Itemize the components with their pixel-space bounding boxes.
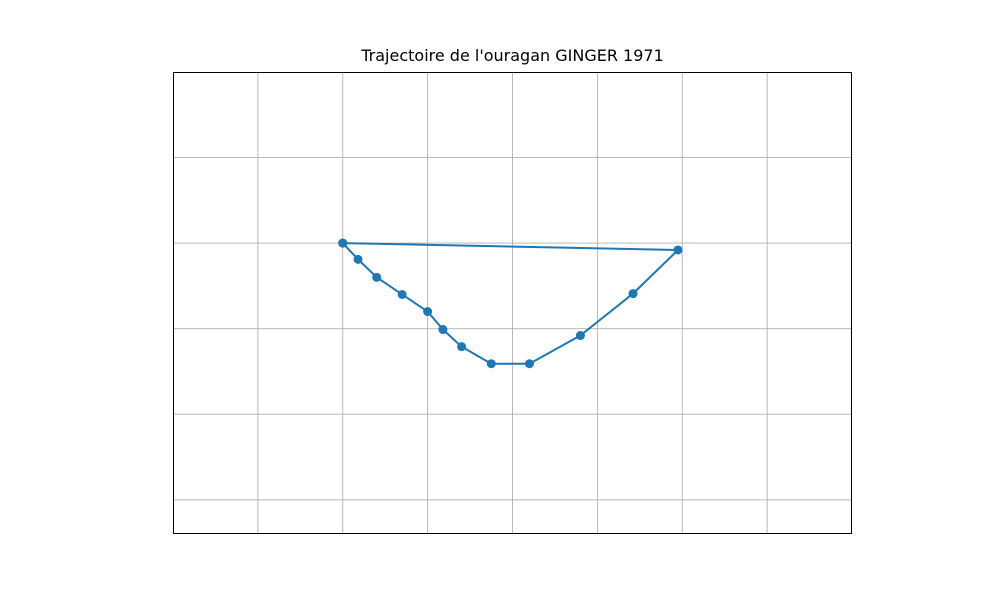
trajectory-point xyxy=(338,238,348,248)
trajectory-series xyxy=(338,238,683,369)
trajectory-point xyxy=(397,289,407,299)
trajectory-point xyxy=(575,331,585,341)
trajectory-point xyxy=(353,254,363,264)
grid-lines xyxy=(173,72,852,534)
trajectory-point xyxy=(457,342,467,352)
axes-frame xyxy=(173,72,852,534)
trajectory-point xyxy=(438,325,448,335)
trajectory-point xyxy=(673,245,683,255)
chart-title: Trajectoire de l'ouragan GINGER 1971 xyxy=(361,46,664,65)
trajectory-line xyxy=(342,242,680,365)
trajectory-point xyxy=(423,307,433,317)
trajectory-point xyxy=(524,359,534,369)
trajectory-point xyxy=(486,359,496,369)
trajectory-point xyxy=(628,289,638,299)
trajectory-point xyxy=(372,272,382,282)
